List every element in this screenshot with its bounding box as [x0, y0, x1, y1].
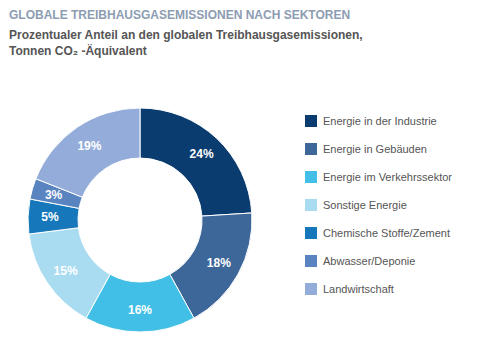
svg-text:GLOBALE TREIBHAUSGASEMISSIONEN: GLOBALE TREIBHAUSGASEMISSIONEN NACH SEKT…: [9, 8, 350, 22]
svg-text:Abwasser/Deponie: Abwasser/Deponie: [323, 255, 415, 267]
svg-text:Energie in der Industrie: Energie in der Industrie: [323, 115, 437, 127]
svg-text:Chemische Stoffe/Zement: Chemische Stoffe/Zement: [323, 227, 450, 239]
svg-text:3%: 3%: [45, 188, 63, 202]
svg-text:Prozentualer Anteil an den glo: Prozentualer Anteil an den globalen Trei…: [9, 28, 363, 42]
svg-text:Tonnen CO₂ -Äquivalent: Tonnen CO₂ -Äquivalent: [9, 43, 147, 58]
svg-text:Landwirtschaft: Landwirtschaft: [323, 283, 394, 295]
svg-text:15%: 15%: [54, 264, 78, 278]
svg-text:Energie in Gebäuden: Energie in Gebäuden: [323, 143, 427, 155]
svg-text:16%: 16%: [128, 303, 152, 317]
svg-text:24%: 24%: [190, 147, 214, 161]
svg-text:Sonstige Energie: Sonstige Energie: [323, 199, 407, 211]
svg-text:5%: 5%: [41, 210, 59, 224]
svg-text:19%: 19%: [77, 139, 101, 153]
svg-text:Energie im Verkehrssektor: Energie im Verkehrssektor: [323, 171, 452, 183]
svg-text:18%: 18%: [207, 256, 231, 270]
